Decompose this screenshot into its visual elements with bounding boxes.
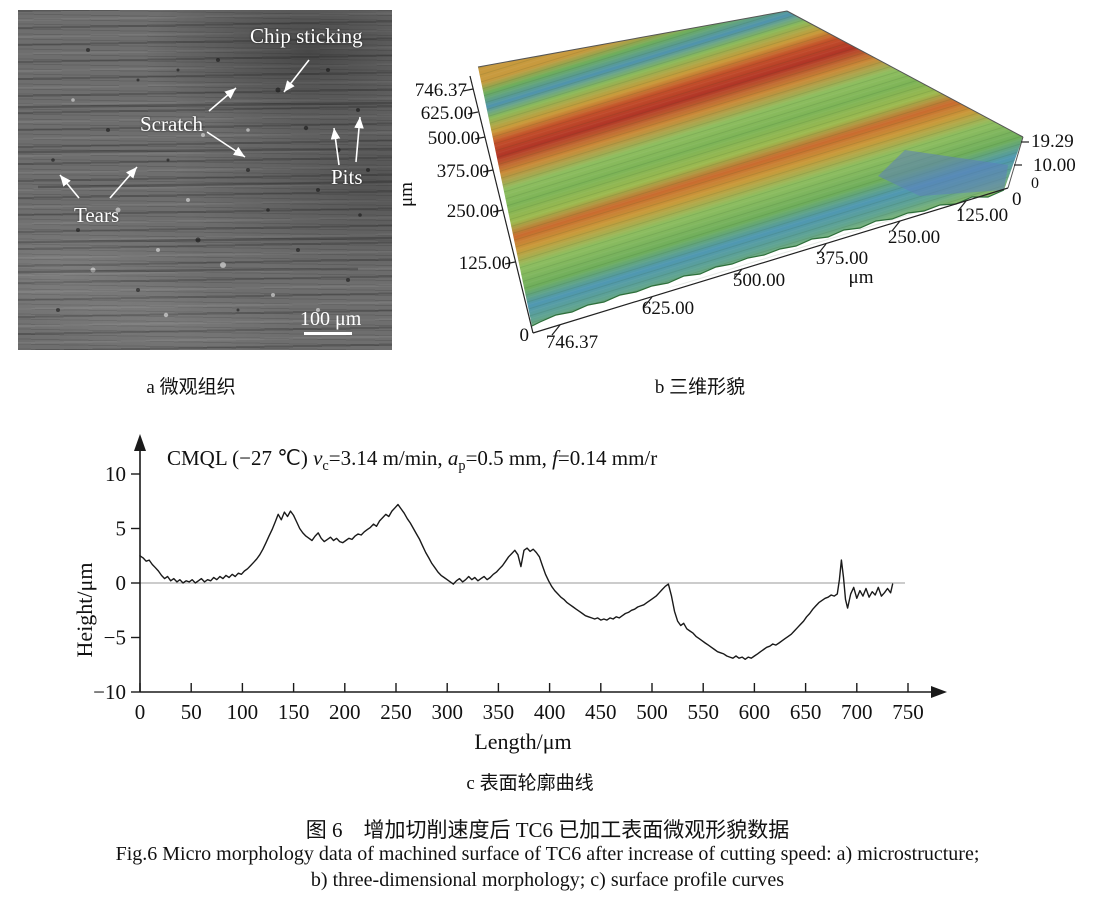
y-axis-3d: [462, 75, 534, 334]
x-origin-label: 0: [1031, 175, 1039, 192]
caption-panel-a: a 微观组织: [146, 377, 236, 398]
scale-bar: [304, 332, 352, 335]
svg-text:5: 5: [116, 517, 127, 541]
chart-axes: [139, 447, 934, 693]
svg-text:100: 100: [227, 700, 259, 724]
sem-streaks: [18, 101, 392, 274]
svg-text:700: 700: [841, 700, 873, 724]
y-axis-title: Height/μm: [72, 563, 97, 658]
y-origin-label: 0: [520, 325, 530, 346]
scale-bar-label: 100 μm: [300, 308, 362, 330]
svg-text:450: 450: [585, 700, 617, 724]
surface-3d-grain: [478, 11, 1023, 326]
tears-label: Tears: [74, 203, 120, 227]
svg-text:10: 10: [105, 462, 126, 486]
y-tick-125: 125.00: [459, 253, 511, 274]
figure-caption-chinese: 图 6 增加切削速度后 TC6 已加工表面微观形貌数据: [305, 818, 790, 842]
sem-annotation-overlay: [18, 48, 392, 318]
svg-text:350: 350: [483, 700, 515, 724]
param-ap: a: [447, 446, 459, 470]
sem-arrows: [59, 59, 364, 199]
svg-text:200: 200: [329, 700, 361, 724]
x-tick-625: 625.00: [642, 298, 694, 319]
surface-3d-plot: 746.37 625.00 500.00 375.00 250.00 125.0…: [400, 10, 1076, 353]
y-tick-250: 250.00: [447, 201, 499, 222]
x-axis-3d: [532, 187, 1009, 336]
tears-arrow-right: [109, 166, 138, 199]
profile-curve: [139, 503, 894, 660]
annotation-prefix: CMQL (−27 ℃): [167, 446, 314, 470]
pits-arrow-left: [330, 127, 341, 166]
figure-caption-english-2: b) three-dimensional morphology; c) surf…: [310, 869, 785, 891]
svg-text:650: 650: [790, 700, 822, 724]
y-axis-arrowhead: [134, 434, 146, 451]
z-tick-mid: 10.00: [1033, 155, 1076, 176]
sem-micrograph: Chip sticking Scratch Pits Tears 100 μm: [18, 10, 392, 350]
x-tick-500: 500.00: [733, 270, 785, 291]
x-axis-arrowhead: [931, 686, 947, 698]
svg-text:−5: −5: [104, 626, 126, 650]
plot-box-wireframe: [477, 10, 1024, 189]
svg-text:0: 0: [135, 700, 146, 724]
z-tick-max: 19.29: [1031, 131, 1074, 152]
svg-text:300: 300: [431, 700, 463, 724]
svg-text:500: 500: [636, 700, 668, 724]
x-unit-label: μm: [849, 267, 874, 288]
figure-caption-english-1: Fig.6 Micro morphology data of machined …: [115, 843, 980, 865]
cutting-parameters-annotation: CMQL (−27 ℃) vc=3.14 m/min, ap=0.5 mm, f…: [167, 446, 658, 475]
z-axis-3d: [1014, 141, 1029, 166]
x-tick-group: 0 50 100 150 200 250 300 350 400 450 500 550 600 650 7…: [135, 683, 924, 724]
svg-text:400: 400: [534, 700, 566, 724]
y-tick-group: 10 5 0 −5 −10: [93, 462, 140, 704]
param-f: f: [552, 446, 558, 470]
y-tick-375: 375.00: [437, 161, 489, 182]
scratch-arrow-up: [208, 87, 237, 112]
sem-bright-speckles: [71, 98, 320, 318]
chip-sticking-arrow: [283, 59, 310, 93]
x-tick-375: 375.00: [816, 248, 868, 269]
x-tick-125: 125.00: [956, 205, 1008, 226]
svg-text:250: 250: [380, 700, 412, 724]
chip-sticking-label: Chip sticking: [250, 24, 363, 48]
surface-valley-wedge: [878, 150, 1008, 196]
svg-text:600: 600: [739, 700, 771, 724]
svg-text:150: 150: [278, 700, 310, 724]
y-tick-625: 625.00: [421, 103, 473, 124]
z-tick-zero: 0: [1012, 189, 1022, 210]
pits-arrow-right: [354, 116, 364, 163]
x-tick-250: 250.00: [888, 227, 940, 248]
scratch-label: Scratch: [140, 112, 203, 136]
svg-text:50: 50: [181, 700, 202, 724]
caption-panel-c: c 表面轮廓曲线: [466, 773, 594, 794]
x-axis-title: Length/μm: [474, 729, 571, 754]
y-unit-label: μm: [400, 182, 417, 207]
param-vc: v: [313, 446, 323, 470]
svg-text:−10: −10: [93, 680, 126, 704]
svg-text:550: 550: [687, 700, 719, 724]
svg-text:0: 0: [116, 571, 127, 595]
surface-front-edge: [531, 189, 1005, 327]
x-tick-746: 746.37: [546, 332, 598, 353]
y-tick-746: 746.37: [415, 80, 467, 101]
scratch-arrow-down: [206, 131, 246, 158]
svg-text:750: 750: [892, 700, 924, 724]
tears-arrow-left: [59, 174, 80, 199]
caption-panel-b: b 三维形貌: [654, 377, 746, 398]
y-tick-500: 500.00: [428, 128, 480, 149]
pits-label: Pits: [331, 165, 363, 189]
